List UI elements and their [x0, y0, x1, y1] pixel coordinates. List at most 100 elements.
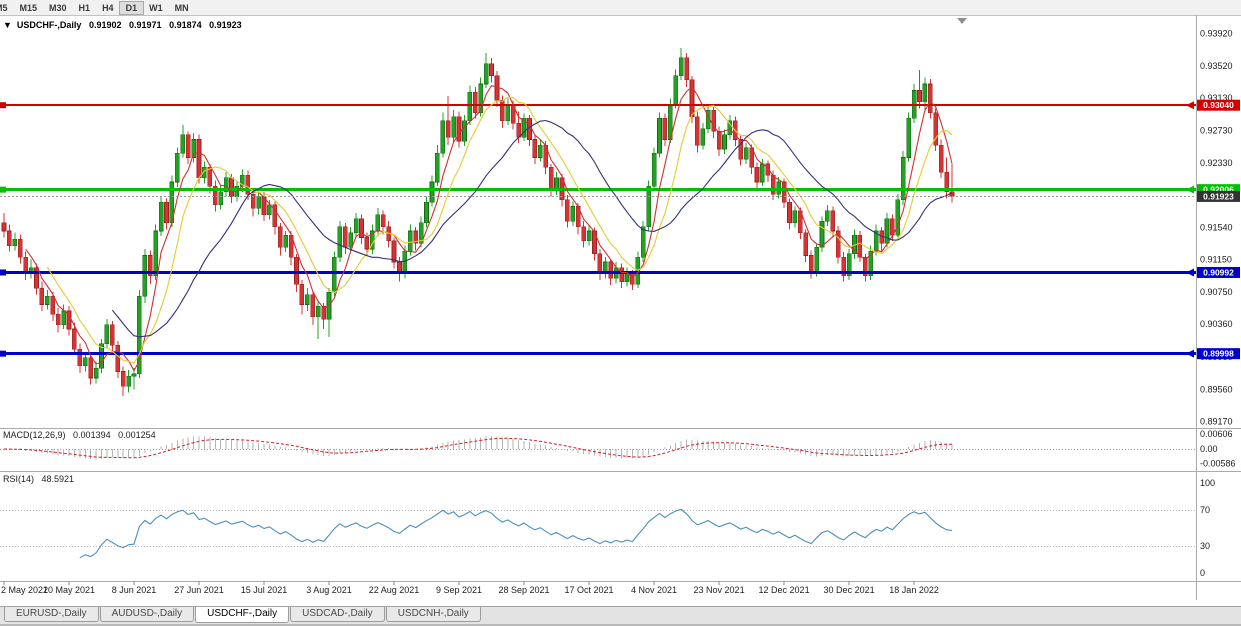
tab-audusddaily[interactable]: AUDUSD-,Daily	[99, 607, 195, 622]
candle	[272, 204, 278, 228]
candle	[841, 256, 846, 277]
candle	[917, 90, 922, 103]
candle	[429, 181, 435, 203]
tab-eurusddaily[interactable]: EURUSD-,Daily	[4, 607, 99, 622]
svg-text:0.90360: 0.90360	[1200, 319, 1233, 329]
svg-text:0.92330: 0.92330	[1200, 158, 1233, 168]
candle	[82, 357, 88, 367]
candle	[104, 324, 110, 344]
candle	[321, 305, 326, 320]
candle	[256, 196, 261, 209]
candle	[153, 230, 158, 277]
chart-tabs: EURUSD-,Daily AUDUSD-,Daily USDCHF-,Daily U…	[0, 606, 1241, 625]
hline-left-marker[interactable]	[0, 350, 6, 357]
candle	[863, 256, 868, 277]
svg-text:30: 30	[1200, 541, 1210, 551]
svg-text:0.00606: 0.00606	[1200, 429, 1233, 439]
candle	[137, 296, 142, 375]
svg-text:15 Jul 2021: 15 Jul 2021	[241, 585, 288, 595]
candle	[478, 83, 484, 113]
candle	[640, 226, 646, 258]
symbol-label: USDCHF-,Daily	[16, 20, 82, 30]
hline-left-marker[interactable]	[0, 269, 6, 276]
candle	[727, 120, 733, 135]
candle	[158, 202, 164, 232]
timeframe-button-h1[interactable]: H1	[78, 2, 91, 13]
candle	[695, 116, 700, 146]
hline-left-marker[interactable]	[0, 186, 6, 193]
candle	[185, 134, 191, 158]
candle	[353, 218, 359, 233]
timeframe-button-d1[interactable]: D1	[118, 0, 145, 15]
candle	[1, 222, 7, 232]
ohlc-high: 0.91971	[129, 20, 162, 30]
candle	[689, 79, 695, 117]
candle	[229, 177, 234, 197]
candle	[120, 371, 126, 387]
candle	[700, 128, 706, 146]
candle	[39, 287, 45, 305]
tab-usdcaddaily[interactable]: USDCAD-,Daily	[290, 607, 385, 622]
timeframe-row: M5 M15 M30 H1 H4 D1 W1 MN	[0, 0, 1241, 15]
candle	[684, 57, 689, 81]
svg-text:28 Sep 2021: 28 Sep 2021	[499, 585, 550, 595]
candle	[483, 63, 489, 85]
svg-text:22 Aug 2021: 22 Aug 2021	[369, 585, 420, 595]
candle	[760, 163, 765, 183]
chart-canvas[interactable]: 0.93920 0.93520 0.93130 0.92730 0.92330 0.915…	[0, 15, 1241, 600]
candle	[435, 153, 440, 183]
rsi-indicator-label: RSI(14) 48.5921	[3, 474, 79, 484]
candle	[456, 116, 462, 142]
svg-text:-0.00586: -0.00586	[1200, 458, 1236, 468]
quick-trade-arrow-icon[interactable]: ▼	[3, 20, 12, 30]
svg-text:0.91540: 0.91540	[1200, 223, 1233, 233]
price-badge	[1197, 190, 1240, 202]
candle	[619, 267, 624, 282]
macd-value-signal: 0.001254	[118, 430, 156, 440]
candle	[922, 83, 928, 103]
candle	[548, 166, 554, 191]
candle	[55, 313, 61, 326]
candle	[532, 139, 538, 158]
candle	[900, 157, 906, 201]
hline-left-marker[interactable]	[0, 102, 6, 109]
svg-text:0.93520: 0.93520	[1200, 61, 1233, 71]
macd-indicator-label: MACD(12,26,9) 0.001394 0.001254	[3, 430, 161, 440]
candle	[662, 117, 668, 140]
tab-usdcnhdaily[interactable]: USDCNH-,Daily	[385, 607, 481, 622]
candle	[223, 177, 229, 193]
candle	[776, 181, 781, 195]
candle	[830, 210, 836, 232]
candle	[792, 210, 798, 224]
timeframe-button-h4[interactable]: H4	[102, 2, 114, 13]
timeframe-button-mn[interactable]: MN	[174, 2, 189, 13]
timeframe-button-m30[interactable]: M30	[49, 2, 67, 13]
svg-text:0.91150: 0.91150	[1200, 255, 1232, 265]
svg-text:0.92006: 0.92006	[1203, 185, 1234, 195]
tab-usdchfdaily[interactable]: USDCHF-,Daily	[195, 607, 290, 623]
candle	[814, 247, 819, 274]
svg-text:0.89170: 0.89170	[1200, 416, 1233, 426]
svg-text:0.92730: 0.92730	[1200, 126, 1233, 136]
timeframe-button-w1[interactable]: W1	[149, 2, 163, 13]
price-badge	[1197, 348, 1240, 360]
price-badge	[1197, 266, 1240, 278]
timeframe-button-m15[interactable]: M15	[19, 2, 38, 13]
candle	[949, 191, 955, 197]
timeframe-button-m5[interactable]: M5	[0, 2, 8, 13]
svg-text:17 Oct 2021: 17 Oct 2021	[565, 585, 614, 595]
candle	[180, 134, 186, 154]
candle	[770, 175, 776, 195]
candle	[565, 199, 570, 222]
candle	[88, 357, 93, 379]
candle	[196, 139, 202, 179]
candle	[722, 134, 727, 150]
svg-text:0.91923: 0.91923	[1203, 191, 1234, 201]
candle	[895, 199, 901, 236]
moving-average-21	[111, 119, 953, 338]
rsi-value: 48.5921	[41, 474, 75, 484]
svg-text:0.89998: 0.89998	[1203, 349, 1234, 359]
chart-shift-marker[interactable]	[957, 18, 967, 24]
macd-name: MACD(12,26,9)	[3, 430, 66, 440]
